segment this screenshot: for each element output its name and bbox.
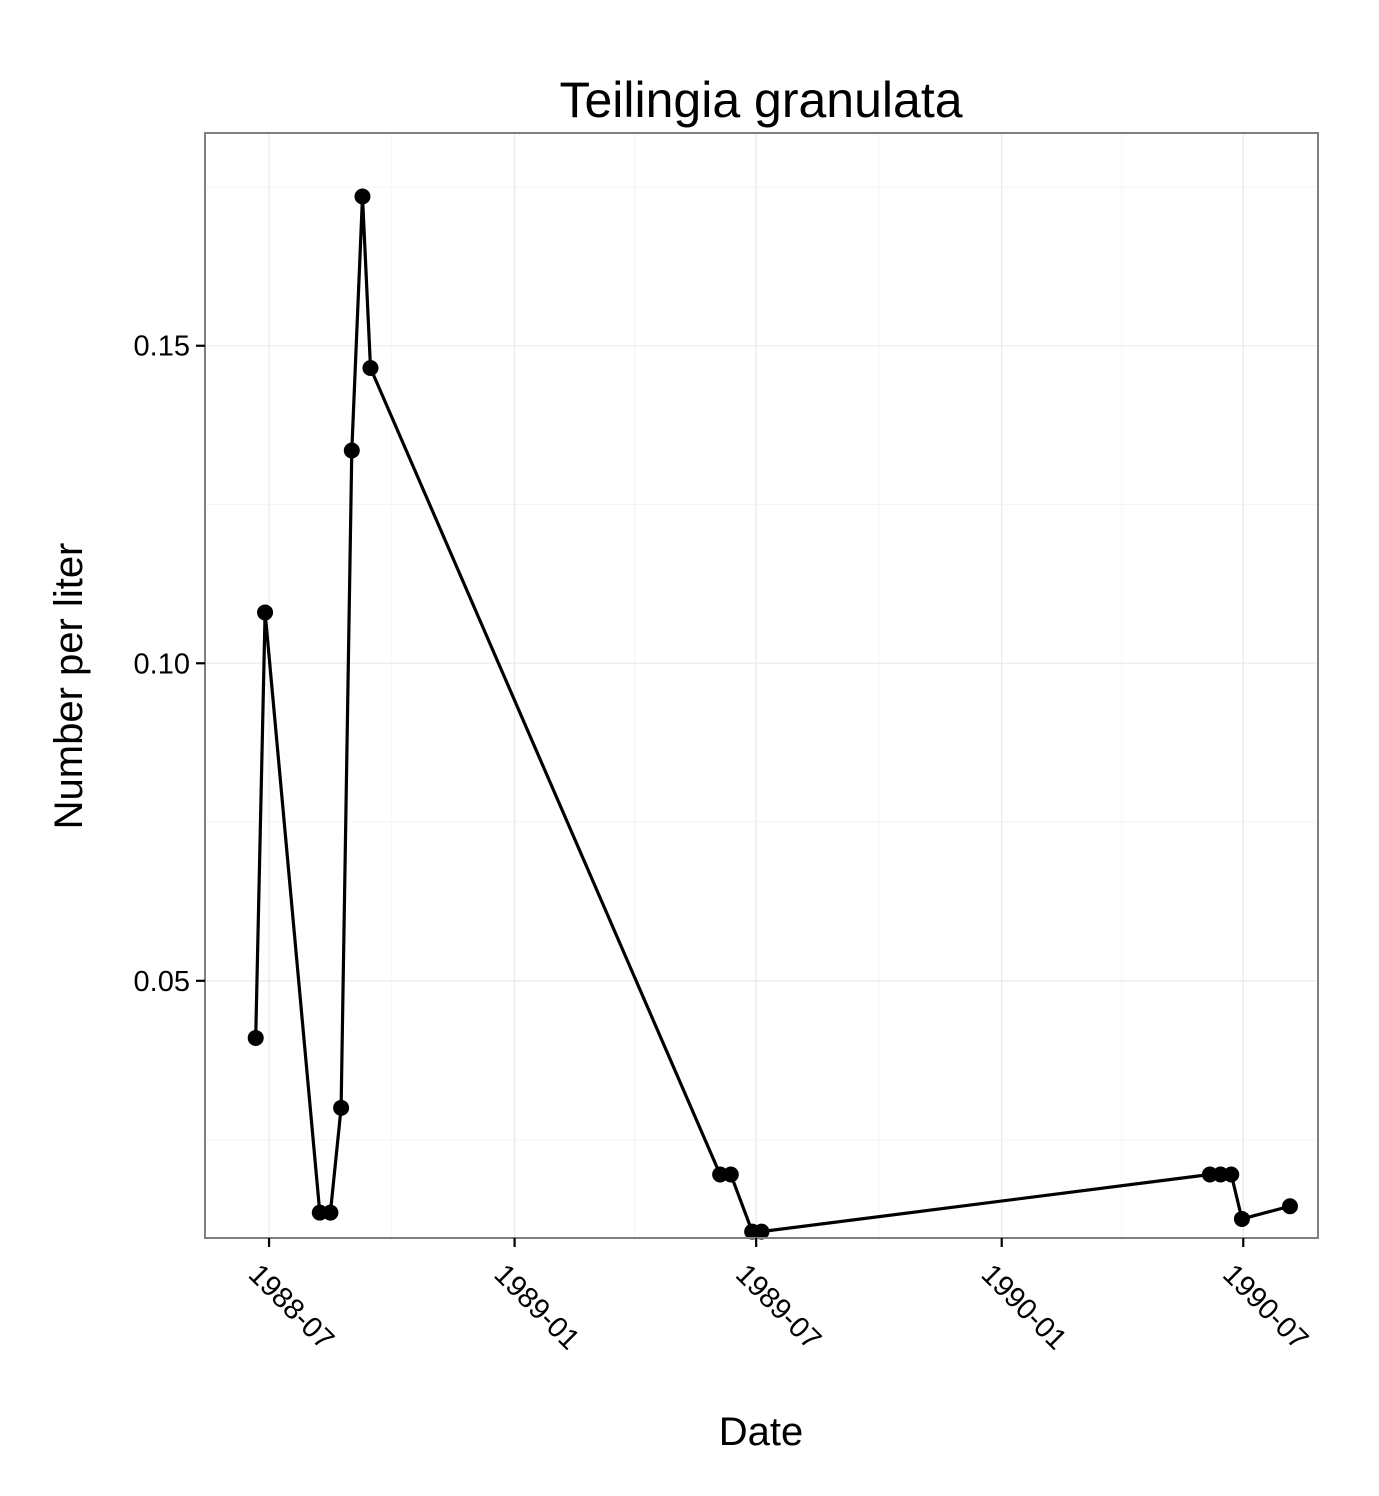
y-axis-title: Number per liter [47, 543, 91, 830]
data-point [343, 442, 360, 459]
data-point [354, 188, 371, 205]
data-point [322, 1204, 339, 1221]
data-point [1233, 1210, 1250, 1227]
series-line [254, 194, 1291, 1234]
data-point [1281, 1198, 1298, 1215]
data-point [753, 1223, 770, 1240]
y-tick-label: 0.15 [134, 331, 190, 363]
series-layer [247, 188, 1298, 1240]
data-point [247, 1029, 264, 1046]
x-tick-label: 1989-07 [729, 1258, 827, 1356]
data-point [257, 604, 274, 621]
data-point [333, 1099, 350, 1116]
x-axis-title: Date [719, 1410, 804, 1454]
y-tick-label: 0.05 [134, 966, 190, 998]
y-tick-label: 0.10 [134, 648, 190, 680]
x-tick-label: 1989-01 [488, 1258, 586, 1356]
x-tick-label: 1988-07 [242, 1258, 340, 1356]
data-point [362, 359, 379, 376]
data-point [1223, 1166, 1240, 1183]
grid [205, 133, 1318, 1238]
x-tick-label: 1990-01 [975, 1258, 1073, 1356]
data-point [722, 1166, 739, 1183]
axis-ticks: 0.05 0.10 0.15 1988-07 1989-01 1989-07 1990-01… [134, 331, 1315, 1356]
x-tick-label: 1990-07 [1216, 1258, 1314, 1356]
chart-title: Teilingia granulata [559, 72, 962, 128]
plot-panel-border [204, 132, 1319, 1239]
